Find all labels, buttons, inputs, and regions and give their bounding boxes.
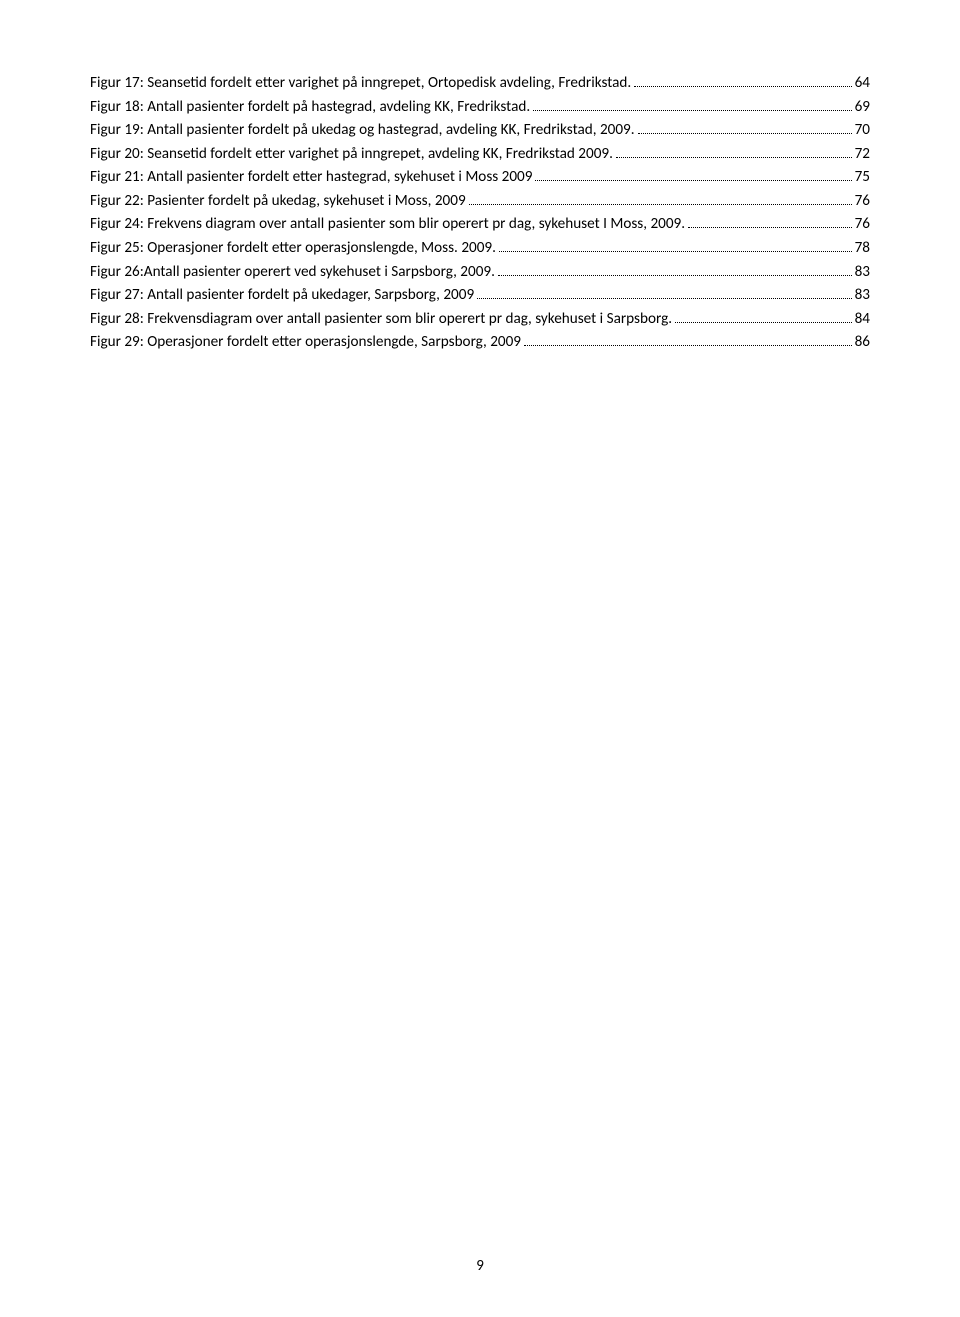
toc-entry-label: Figur 17: Seansetid fordelt etter varigh… — [90, 72, 631, 96]
toc-entry: Figur 21: Antall pasienter fordelt etter… — [90, 166, 870, 190]
toc-entry-label: Figur 29: Operasjoner fordelt etter oper… — [90, 331, 521, 355]
toc-entry-page: 76 — [855, 190, 870, 214]
toc-entry-label: Figur 18: Antall pasienter fordelt på ha… — [90, 96, 530, 120]
toc-leader-dots — [688, 227, 852, 228]
toc-entry-label: Figur 26:Antall pasienter operert ved sy… — [90, 261, 495, 285]
toc-entry: Figur 29: Operasjoner fordelt etter oper… — [90, 331, 870, 355]
toc-entry-label: Figur 20: Seansetid fordelt etter varigh… — [90, 143, 613, 167]
toc-entry-label: Figur 22: Pasienter fordelt på ukedag, s… — [90, 190, 466, 214]
toc-entry-page: 70 — [855, 119, 870, 143]
toc-entry-page: 83 — [855, 261, 870, 285]
toc-entry: Figur 22: Pasienter fordelt på ukedag, s… — [90, 190, 870, 214]
toc-leader-dots — [535, 180, 851, 181]
toc-entry-page: 78 — [855, 237, 870, 261]
toc-entry: Figur 20: Seansetid fordelt etter varigh… — [90, 143, 870, 167]
toc-leader-dots — [499, 251, 852, 252]
toc-leader-dots — [498, 275, 852, 276]
toc-leader-dots — [675, 322, 852, 323]
toc-entry-page: 64 — [855, 72, 870, 96]
toc-entry: Figur 17: Seansetid fordelt etter varigh… — [90, 72, 870, 96]
toc-entry-page: 84 — [855, 308, 870, 332]
toc-leader-dots — [533, 110, 851, 111]
toc-entry: Figur 26:Antall pasienter operert ved sy… — [90, 261, 870, 285]
page-number: 9 — [0, 1257, 960, 1275]
toc-entry-page: 83 — [855, 284, 870, 308]
toc-leader-dots — [638, 133, 852, 134]
toc-entry: Figur 27: Antall pasienter fordelt på uk… — [90, 284, 870, 308]
toc-entry-page: 75 — [855, 166, 870, 190]
toc-entry: Figur 18: Antall pasienter fordelt på ha… — [90, 96, 870, 120]
toc-entry-label: Figur 25: Operasjoner fordelt etter oper… — [90, 237, 496, 261]
toc-entry: Figur 24: Frekvens diagram over antall p… — [90, 213, 870, 237]
toc-entry: Figur 28: Frekvensdiagram over antall pa… — [90, 308, 870, 332]
toc-leader-dots — [469, 204, 852, 205]
toc-entry-page: 69 — [855, 96, 870, 120]
toc-entry-label: Figur 28: Frekvensdiagram over antall pa… — [90, 308, 672, 332]
toc-entry-page: 86 — [855, 331, 870, 355]
toc-entry-label: Figur 21: Antall pasienter fordelt etter… — [90, 166, 532, 190]
toc-entry-page: 76 — [855, 213, 870, 237]
toc-entry-page: 72 — [855, 143, 870, 167]
toc-leader-dots — [477, 298, 851, 299]
toc-entry-label: Figur 19: Antall pasienter fordelt på uk… — [90, 119, 635, 143]
toc-entry-label: Figur 27: Antall pasienter fordelt på uk… — [90, 284, 474, 308]
toc-leader-dots — [634, 86, 851, 87]
toc-leader-dots — [616, 157, 852, 158]
toc-leader-dots — [524, 345, 852, 346]
toc-entry: Figur 25: Operasjoner fordelt etter oper… — [90, 237, 870, 261]
toc-entry-label: Figur 24: Frekvens diagram over antall p… — [90, 213, 685, 237]
toc-entry: Figur 19: Antall pasienter fordelt på uk… — [90, 119, 870, 143]
table-of-figures: Figur 17: Seansetid fordelt etter varigh… — [90, 72, 870, 355]
